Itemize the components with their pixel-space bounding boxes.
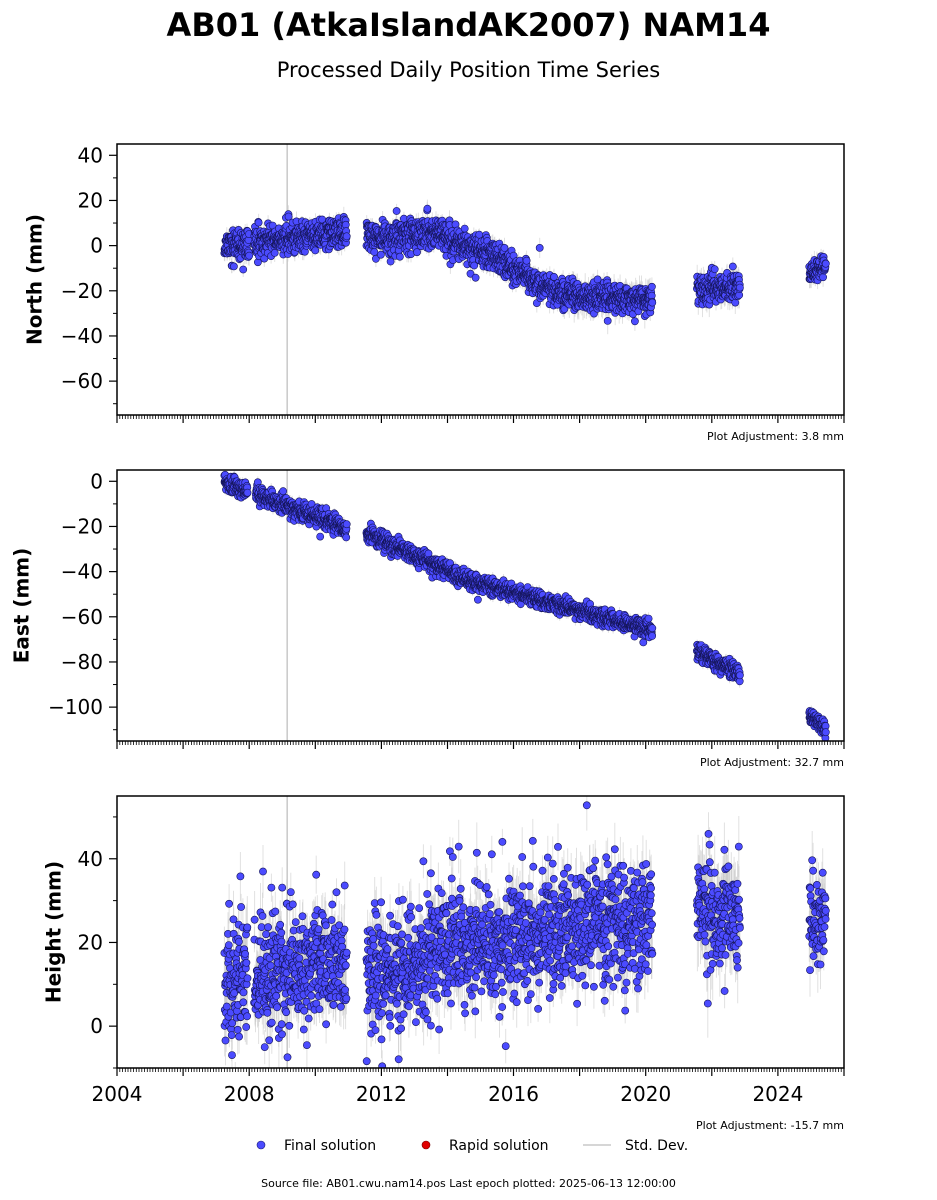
data-point xyxy=(423,204,432,213)
data-point xyxy=(229,262,238,271)
data-point xyxy=(475,230,484,239)
data-point xyxy=(376,250,385,259)
y-tick-label: −20 xyxy=(61,279,103,303)
data-point xyxy=(470,261,479,270)
panel-0: 40 20 0 −20 −40 −60 North (mm) Plot Adjustment:… xyxy=(23,143,845,443)
data-point xyxy=(413,248,421,257)
data-point xyxy=(535,243,544,252)
data-point xyxy=(648,298,657,307)
panel-data-layer xyxy=(220,144,830,415)
data-point xyxy=(819,273,827,282)
data-point xyxy=(471,273,480,282)
data-point xyxy=(460,224,469,233)
data-point xyxy=(254,218,263,227)
panel-data-layer xyxy=(220,470,830,741)
data-point xyxy=(736,283,744,292)
plot-adjustment-label: Plot Adjustment: 3.8 mm xyxy=(707,430,844,443)
y-tick-label: 0 xyxy=(90,234,103,258)
y-tick-label: −40 xyxy=(61,324,103,348)
data-point xyxy=(593,275,602,284)
data-point xyxy=(395,252,404,261)
data-point xyxy=(466,269,475,278)
data-point xyxy=(239,265,248,274)
data-point xyxy=(370,248,379,256)
data-point xyxy=(500,243,509,252)
data-point xyxy=(631,317,639,326)
data-point xyxy=(710,265,719,274)
data-point xyxy=(392,207,401,215)
data-point xyxy=(270,248,279,257)
data-point xyxy=(342,232,351,241)
data-point xyxy=(386,257,395,266)
data-point xyxy=(648,282,656,291)
data-point xyxy=(550,272,558,281)
y-tick-label: −60 xyxy=(61,369,103,393)
data-point xyxy=(311,246,320,255)
y-tick-label: 20 xyxy=(78,188,103,212)
data-point xyxy=(245,251,254,260)
y-axis-title: North (mm) xyxy=(23,214,47,345)
chart-title: AB01 (AtkaIslandAK2007) NAM14 xyxy=(166,6,771,44)
data-point xyxy=(728,262,737,271)
data-point xyxy=(284,212,293,221)
y-tick-label: 40 xyxy=(78,143,103,167)
chart-subtitle: Processed Daily Position Time Series xyxy=(276,58,661,82)
data-point xyxy=(371,254,380,263)
data-point xyxy=(603,316,612,325)
data-point xyxy=(522,256,531,265)
data-point xyxy=(341,220,350,229)
final-solution-points xyxy=(220,204,830,326)
data-point xyxy=(821,259,830,268)
